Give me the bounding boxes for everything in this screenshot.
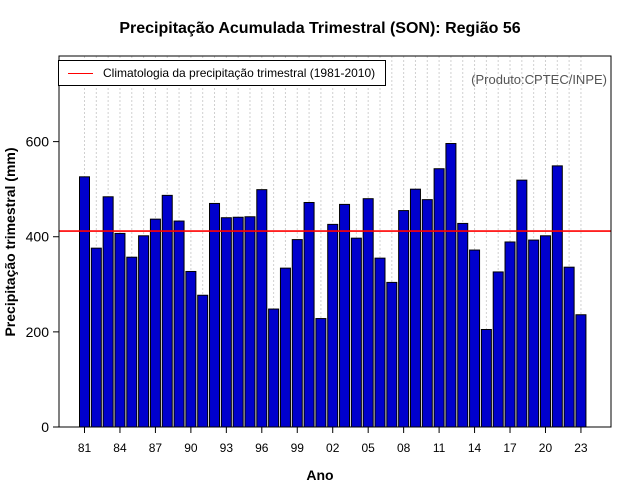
legend: Climatologia da precipitação trimestral … [58, 60, 386, 86]
bar-84 [114, 232, 126, 428]
x-tick-label: 08 [397, 441, 411, 455]
bar-10 [421, 199, 433, 428]
bar-91 [197, 294, 209, 428]
x-tick-label: 84 [113, 441, 127, 455]
y-tick-label: 600 [26, 134, 50, 150]
bar-03 [339, 203, 351, 428]
y-tick-label: 0 [41, 419, 49, 435]
legend-swatch [68, 73, 93, 74]
y-tick-label: 400 [26, 229, 50, 245]
bar-93 [220, 217, 232, 428]
bar-97 [268, 308, 280, 428]
bar-23 [575, 314, 587, 428]
x-axis-label: Ano [306, 467, 334, 483]
bar-05 [362, 198, 374, 428]
bar-96 [256, 189, 268, 428]
bar-87 [149, 218, 161, 428]
x-tick-label: 17 [503, 441, 517, 455]
bar-86 [138, 235, 150, 428]
bar-11 [433, 168, 445, 428]
bar-94 [232, 216, 244, 428]
bar-00 [303, 201, 315, 428]
bar-81 [79, 176, 90, 428]
bar-04 [350, 237, 362, 428]
product-credit: (Produto:CPTEC/INPE) [471, 72, 607, 87]
x-tick-label: 87 [149, 441, 163, 455]
bar-82 [90, 247, 102, 428]
bar-12 [445, 143, 457, 428]
axes: 0 200 400 600 81 84 87 90 93 96 99 02 05 08 11 14 17 20 23 [26, 55, 612, 455]
x-tick-label: 05 [362, 441, 376, 455]
x-tick-label: 20 [539, 441, 553, 455]
bar-14 [469, 249, 481, 428]
bar-13 [457, 222, 469, 428]
bar-22 [563, 266, 575, 428]
bar-85 [126, 256, 138, 428]
bar-16 [492, 271, 504, 428]
x-tick-label: 90 [184, 441, 198, 455]
bar-19 [528, 239, 540, 428]
bar-06 [374, 257, 386, 428]
x-tick-label: 93 [220, 441, 234, 455]
x-tick-label: 96 [255, 441, 269, 455]
bar-20 [539, 235, 551, 428]
bar-07 [386, 281, 398, 428]
x-tick-label: 99 [291, 441, 305, 455]
x-tick-label: 23 [574, 441, 588, 455]
bar-08 [398, 210, 410, 428]
bar-95 [244, 216, 256, 428]
bar-02 [327, 223, 339, 428]
bar-99 [291, 239, 303, 428]
bar-89 [173, 220, 185, 428]
bars [79, 143, 587, 428]
bar-90 [185, 270, 197, 428]
bar-98 [279, 267, 291, 428]
legend-label: Climatologia da precipitação trimestral … [103, 66, 376, 80]
bar-01 [315, 318, 327, 428]
bar-18 [516, 179, 528, 428]
bar-88 [161, 194, 173, 428]
x-tick-label: 11 [433, 441, 446, 455]
bar-92 [209, 202, 221, 428]
bar-15 [480, 328, 492, 428]
chart-title: Precipitação Acumulada Trimestral (SON):… [119, 20, 521, 37]
y-tick-label: 200 [26, 324, 50, 340]
y-axis-label: Precipitação trimestral (mm) [2, 147, 18, 337]
x-tick-label: 81 [78, 441, 92, 455]
x-tick-label: 14 [468, 441, 482, 455]
bar-09 [409, 188, 421, 428]
plot-frame [58, 55, 612, 428]
x-tick-label: 02 [326, 441, 340, 455]
bar-21 [551, 165, 563, 428]
bar-17 [504, 241, 516, 428]
